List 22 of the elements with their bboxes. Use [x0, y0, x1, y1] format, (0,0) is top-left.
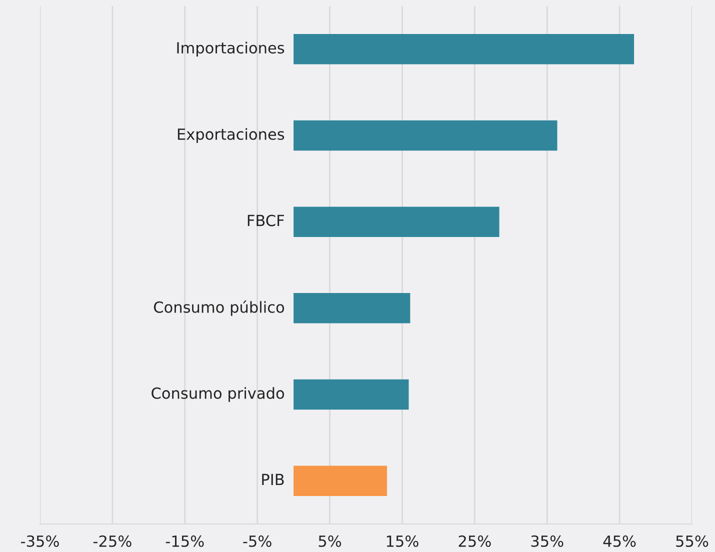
- y-tick-label: Consumo privado: [152, 387, 284, 402]
- bar: [294, 379, 409, 410]
- x-tick-label: -5%: [243, 535, 272, 547]
- x-tick-label: 45%: [603, 535, 636, 547]
- y-tick-label: FBCF: [248, 214, 284, 226]
- bar: [294, 466, 388, 496]
- x-tick-label: 55%: [676, 535, 708, 547]
- x-tick-label: 5%: [318, 535, 342, 547]
- x-tick-label: -15%: [166, 535, 204, 547]
- x-tick-label: 15%: [386, 535, 418, 547]
- bar: [294, 34, 634, 64]
- x-tick-label: 35%: [531, 535, 564, 547]
- x-tick-label: -35%: [21, 535, 59, 547]
- y-tick-label: PIB: [262, 474, 284, 486]
- x-tick-label: -25%: [93, 535, 132, 547]
- bar: [294, 120, 558, 151]
- bar: [294, 293, 410, 324]
- y-tick-label: Importaciones: [177, 42, 284, 57]
- y-tick-label: Consumo público: [154, 300, 284, 316]
- y-tick-label: Exportaciones: [178, 128, 284, 143]
- bar: [294, 206, 500, 237]
- x-tick-label: 25%: [458, 535, 491, 547]
